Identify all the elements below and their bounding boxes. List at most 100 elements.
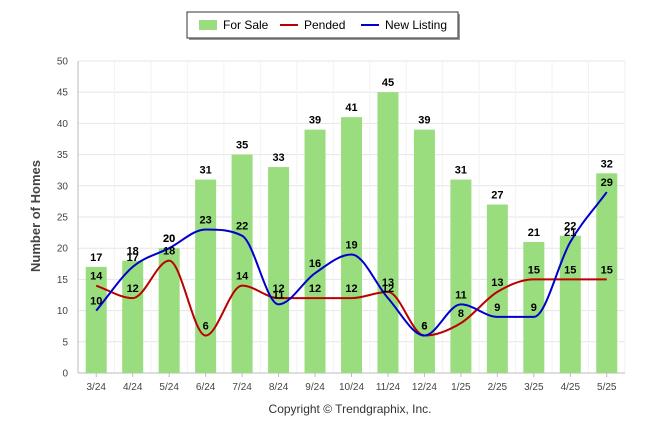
bar-for-sale <box>486 204 508 373</box>
new-listing-value-label: 22 <box>236 221 248 233</box>
new-listing-value-label: 11 <box>455 289 467 301</box>
bar-value-label: 32 <box>601 158 613 170</box>
pended-value-label: 12 <box>127 283 139 295</box>
new-listing-value-label: 20 <box>163 233 175 245</box>
line-pended <box>95 259 607 337</box>
y-tick-label: 20 <box>57 244 69 255</box>
legend: For Sale Pended New Listing <box>186 11 460 40</box>
bar-for-sale <box>341 117 362 373</box>
pended-value-label: 18 <box>163 246 175 258</box>
x-tick-label: 10/24 <box>339 382 364 393</box>
bar-for-sale <box>596 173 618 373</box>
pended-value-label: 13 <box>491 277 503 289</box>
bar-for-sale <box>377 92 399 373</box>
pended-value-label: 12 <box>345 283 357 295</box>
y-tick-label: 30 <box>57 181 69 192</box>
bar-value-label: 35 <box>236 140 248 152</box>
y-tick-label: 25 <box>57 213 69 224</box>
legend-label-for-sale: For Sale <box>223 18 269 32</box>
y-tick-label: 50 <box>57 57 69 68</box>
y-tick-label: 10 <box>57 306 69 317</box>
pended-value-label: 15 <box>601 264 613 276</box>
new-listing-value-label: 12 <box>382 283 394 295</box>
x-tick-label: 1/25 <box>451 382 471 393</box>
bar-for-sale <box>304 129 326 373</box>
bar-value-label: 18 <box>127 246 139 258</box>
bar-for-sale <box>122 260 144 373</box>
legend-label-pended: Pended <box>304 18 345 32</box>
pended-value-label: 8 <box>458 308 464 320</box>
pended-value-label: 15 <box>564 264 576 276</box>
bar-value-label: 39 <box>418 115 430 127</box>
legend-swatch-for-sale <box>199 20 217 30</box>
bar-value-label: 41 <box>345 102 357 114</box>
new-listing-value-label: 21 <box>564 227 576 239</box>
bar-value-label: 33 <box>272 152 284 164</box>
copyright-footer: Copyright © Trendgraphix, Inc. <box>269 402 432 416</box>
new-listing-value-label: 11 <box>273 289 285 301</box>
new-listing-value-label: 23 <box>200 214 212 226</box>
line-series <box>95 191 608 337</box>
y-tick-label: 40 <box>57 119 69 130</box>
data-labels: 1718203135333941453931272122321412186141… <box>90 77 613 332</box>
bar-for-sale <box>85 266 107 373</box>
y-tick-label: 15 <box>57 275 69 286</box>
legend-box <box>186 11 459 39</box>
bar-for-sale <box>450 179 472 373</box>
new-listing-value-label: 19 <box>345 239 357 251</box>
new-listing-value-label: 9 <box>531 302 537 314</box>
pended-value-label: 14 <box>90 271 103 283</box>
pended-value-label: 6 <box>421 321 427 333</box>
bar-for-sale <box>158 248 180 373</box>
new-listing-value-label: 10 <box>90 296 102 308</box>
bar-value-label: 21 <box>528 227 540 239</box>
y-tick-label: 0 <box>62 369 68 380</box>
legend-label-new-listing: New Listing <box>385 18 447 32</box>
y-tick-label: 5 <box>62 337 68 348</box>
x-tick-label: 11/24 <box>376 382 401 393</box>
new-listing-value-label: 9 <box>494 302 500 314</box>
x-tick-label: 6/24 <box>196 382 216 393</box>
x-tick-label: 5/24 <box>159 382 179 393</box>
bar-for-sale <box>559 235 581 373</box>
pended-value-label: 14 <box>236 271 249 283</box>
new-listing-value-label: 16 <box>309 258 321 270</box>
pended-value-label: 15 <box>528 264 540 276</box>
x-tick-label: 4/24 <box>123 382 143 393</box>
pended-value-label: 12 <box>272 283 284 295</box>
x-tick-label: 3/25 <box>524 382 544 393</box>
bar-value-label: 20 <box>163 233 175 245</box>
y-tick-label: 35 <box>57 150 69 161</box>
x-tick-label: 9/24 <box>305 382 325 393</box>
x-tick-label: 8/24 <box>269 382 289 393</box>
bar-value-label: 31 <box>455 165 467 177</box>
bar-value-label: 39 <box>309 115 321 127</box>
bar-value-label: 22 <box>564 221 576 233</box>
x-tick-label: 7/24 <box>232 382 252 393</box>
bar-value-label: 45 <box>382 77 394 89</box>
x-tick-label: 5/25 <box>597 382 617 393</box>
bar-value-label: 31 <box>200 165 212 177</box>
bar-for-sale <box>268 167 290 373</box>
pended-value-label: 6 <box>203 321 209 333</box>
line-new-listing <box>95 191 608 337</box>
bar-for-sale <box>195 179 217 373</box>
x-tick-label: 3/24 <box>86 382 106 393</box>
pended-value-label: 13 <box>382 277 394 289</box>
new-listing-value-label: 6 <box>421 321 427 333</box>
bar-value-label: 17 <box>90 252 102 264</box>
x-tick-label: 12/24 <box>412 382 437 393</box>
pended-value-label: 12 <box>309 283 321 295</box>
new-listing-value-label: 29 <box>601 177 613 189</box>
bar-for-sale <box>523 241 545 373</box>
x-tick-label: 2/25 <box>488 382 508 393</box>
y-axis-label: Number of Homes <box>28 160 43 272</box>
bar-for-sale <box>413 129 435 373</box>
x-tick-label: 4/25 <box>561 382 581 393</box>
bar-value-label: 27 <box>491 190 503 202</box>
y-tick-label: 45 <box>57 88 69 99</box>
bar-series-for-sale <box>85 92 618 373</box>
new-listing-value-label: 17 <box>127 252 139 264</box>
